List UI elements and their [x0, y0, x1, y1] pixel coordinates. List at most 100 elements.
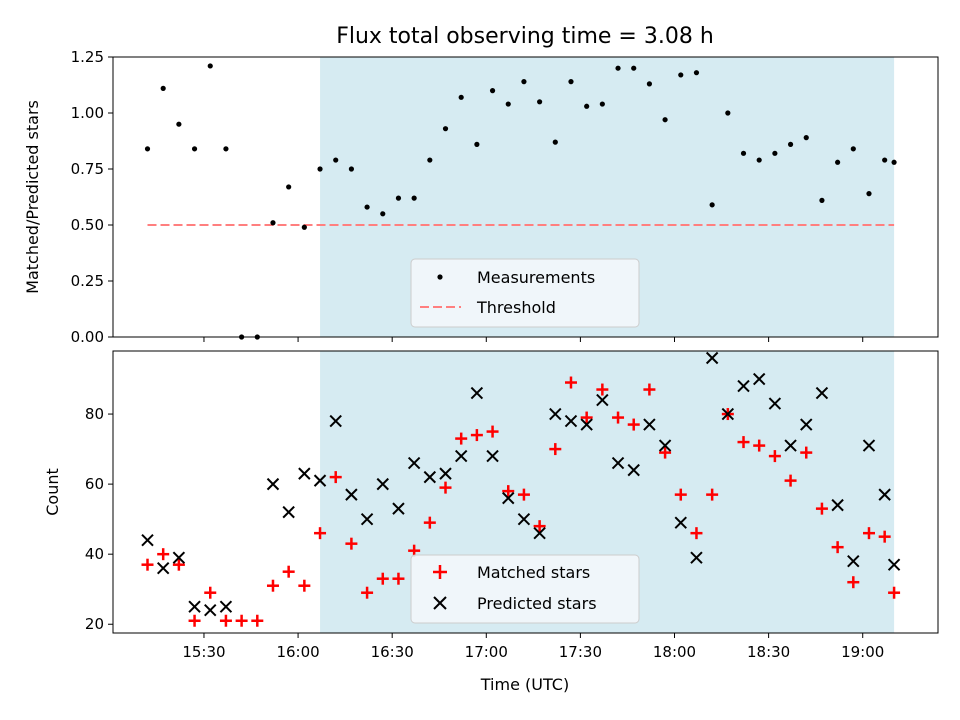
measurement-point: [489, 88, 496, 94]
measurement-point: [270, 220, 276, 226]
matched-star-point: [580, 411, 593, 424]
predicted-star-point: [627, 463, 640, 477]
measurement-point: [787, 141, 794, 147]
measurement-point: [521, 79, 527, 85]
measurement-point: [552, 139, 558, 145]
measurement-point: [427, 157, 433, 163]
matched-star-point: [674, 488, 687, 501]
measurement-point: [803, 135, 809, 141]
top-axes-frame: [112, 56, 939, 338]
measurement-point: [317, 166, 323, 172]
measurement-point: [364, 204, 370, 210]
matched-star-point: [470, 429, 483, 442]
bottom-y-axis-label: Count: [43, 468, 62, 516]
measurement-points: [144, 63, 897, 340]
matched-star-point: [847, 576, 860, 589]
bottom-y-ticks: 20 40 60 80: [85, 405, 113, 633]
measurement-point: [537, 99, 543, 105]
predicted-star-point: [470, 386, 484, 400]
predicted-star-point: [282, 505, 295, 519]
predicted-star-point: [486, 449, 499, 463]
measurement-point: [568, 79, 574, 85]
predicted-star-point: [423, 470, 437, 484]
matched-star-point: [251, 614, 264, 627]
top-y-axis-label: Matched/Predicted stars: [23, 100, 42, 294]
predicted-star-point: [564, 414, 578, 428]
measurement-point: [835, 159, 841, 165]
matched-star-point: [314, 527, 327, 540]
y-tick-label: 60: [85, 475, 104, 493]
predicted-star-point: [658, 439, 672, 452]
predicted-star-point: [204, 604, 217, 617]
y-tick-label: 80: [85, 405, 104, 423]
legend-threshold-label: Threshold: [476, 298, 556, 317]
legend-matched-label: Matched stars: [477, 563, 590, 582]
chart-title: Flux total observing time = 3.08 h: [336, 24, 714, 49]
matched-star-point: [800, 446, 813, 459]
predicted-stars-points: [141, 351, 901, 617]
matched-star-point: [517, 488, 530, 501]
predicted-star-point: [329, 414, 342, 428]
predicted-star-point: [392, 502, 405, 515]
predicted-star-point: [674, 516, 687, 529]
measurement-point: [223, 146, 229, 152]
matched-star-point: [596, 383, 609, 396]
matched-star-point: [204, 586, 217, 599]
measurement-point: [505, 101, 511, 107]
legend-predicted-swatch: [433, 596, 447, 610]
matched-star-point: [737, 436, 750, 449]
measurement-point: [615, 65, 621, 71]
predicted-star-point: [360, 512, 374, 526]
measurement-point: [631, 65, 637, 71]
matched-star-point: [549, 443, 562, 456]
x-tick-label: 18:00: [653, 643, 696, 661]
measurement-point: [756, 157, 762, 163]
measurement-point: [395, 195, 402, 201]
matched-star-point: [784, 474, 797, 487]
x-tick-label: 17:00: [465, 643, 508, 661]
measurement-point: [348, 166, 355, 172]
top-x-ticks: [203, 337, 864, 342]
matched-star-point: [690, 527, 703, 540]
predicted-star-point: [517, 512, 531, 526]
measurement-point: [725, 110, 731, 116]
matched-star-point: [768, 450, 781, 463]
predicted-star-point: [862, 439, 876, 452]
predicted-star-point: [878, 488, 891, 501]
matched-star-point: [392, 572, 405, 585]
measurement-point: [474, 141, 480, 147]
measurement-point: [207, 63, 213, 69]
x-tick-label: 16:30: [371, 643, 414, 661]
matched-star-point: [219, 614, 232, 627]
measurement-point: [819, 197, 825, 203]
y-tick-label: 0.75: [71, 160, 104, 178]
matched-star-point: [172, 558, 185, 571]
y-tick-label: 1.25: [71, 48, 104, 66]
predicted-star-point: [737, 379, 750, 393]
predicted-star-point: [549, 407, 562, 421]
bottom-x-ticks: 15:30 16:00 16:30 17:00 17:30 18:00 18:30 19:00: [182, 633, 884, 661]
predicted-star-point: [156, 561, 170, 575]
measurement-point: [693, 70, 700, 76]
bottom-legend-box: [410, 554, 640, 624]
predicted-star-point: [188, 600, 201, 613]
matched-star-point: [862, 527, 875, 540]
matched-star-point: [266, 579, 279, 592]
matched-star-point: [188, 614, 201, 627]
x-tick-label: 19:00: [841, 643, 884, 661]
top-y-ticks: 0.00 0.25 0.50 0.75 1.00 1.25: [71, 48, 113, 346]
measurement-point: [286, 184, 292, 190]
top-legend-box: [410, 258, 640, 328]
measurement-point: [380, 211, 386, 217]
predicted-star-point: [533, 526, 546, 540]
matched-star-point: [329, 471, 342, 484]
measurement-point: [458, 94, 464, 100]
predicted-star-point: [831, 498, 844, 512]
predicted-star-point: [768, 397, 782, 410]
predicted-star-point: [454, 449, 468, 463]
y-tick-label: 0.25: [71, 272, 104, 290]
matched-star-point: [235, 614, 248, 627]
predicted-star-point: [887, 558, 901, 571]
measurement-point: [301, 224, 307, 230]
